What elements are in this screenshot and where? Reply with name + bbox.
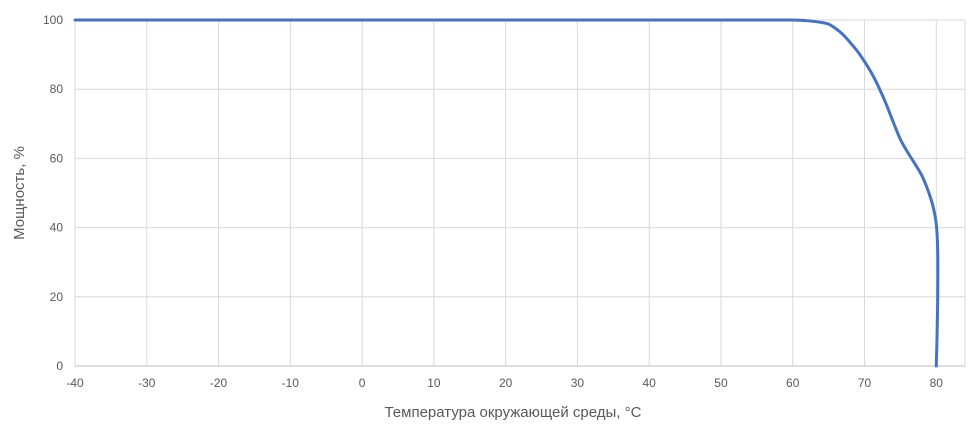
x-tick-label: 40 — [643, 376, 657, 390]
series-line — [73, 18, 940, 368]
x-tick-label: 0 — [359, 376, 366, 390]
y-tick-label: 40 — [50, 221, 64, 235]
x-tick-label: 50 — [714, 376, 728, 390]
y-tick-label: 0 — [56, 359, 63, 373]
x-tick-label: -10 — [282, 376, 300, 390]
x-tick-label: -40 — [66, 376, 84, 390]
x-tick-label: -20 — [210, 376, 228, 390]
x-axis-tick-labels: -40 -30 -20 -10 0 10 20 30 40 50 60 70 80 — [66, 376, 943, 390]
y-tick-label: 100 — [43, 13, 63, 27]
x-axis-title: Температура окружающей среды, °C — [384, 404, 641, 421]
x-tick-label: 30 — [571, 376, 585, 390]
x-tick-label: 80 — [930, 376, 944, 390]
x-tick-label: 60 — [786, 376, 800, 390]
x-tick-label: -30 — [138, 376, 156, 390]
x-tick-label: 10 — [427, 376, 441, 390]
series-group — [73, 18, 940, 368]
y-tick-label: 20 — [50, 290, 64, 304]
gridlines — [74, 19, 966, 367]
y-tick-label: 80 — [50, 82, 64, 96]
x-tick-label: 70 — [858, 376, 872, 390]
y-axis-title: Мощность, % — [11, 146, 28, 240]
y-axis-tick-labels: 0 20 40 60 80 100 — [43, 13, 63, 373]
y-tick-label: 60 — [50, 151, 64, 165]
x-tick-label: 20 — [499, 376, 513, 390]
